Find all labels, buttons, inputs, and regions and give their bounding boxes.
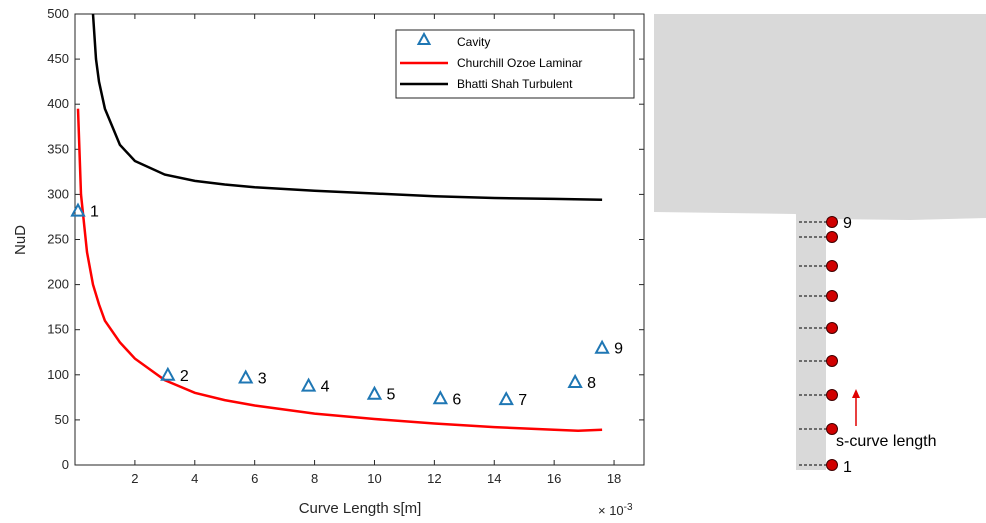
x-tick-label: 2 — [131, 471, 138, 486]
x-axis-scale-label: × 10-3 — [598, 502, 633, 518]
cavity-point-label: 7 — [518, 392, 527, 409]
station-label-bottom: 1 — [843, 459, 852, 476]
y-tick-label: 150 — [47, 322, 69, 337]
cavity-point-label: 2 — [180, 368, 189, 385]
station-dot — [826, 389, 838, 401]
legend: Cavity Churchill Ozoe Laminar Bhatti Sha… — [395, 29, 635, 99]
s-curve-arrow-head — [852, 389, 860, 398]
station-markers — [799, 216, 838, 471]
x-axis-label: Curve Length s[m] — [299, 500, 422, 517]
cavity-point — [160, 366, 176, 381]
y-axis-ticks: 0 50 100 150 200 250 300 350 400 450 500 — [47, 6, 644, 472]
y-tick-label: 100 — [47, 367, 69, 382]
y-tick-label: 450 — [47, 51, 69, 66]
cavity-point — [498, 391, 514, 406]
cavity-point — [432, 390, 449, 405]
y-tick-label: 200 — [47, 277, 69, 292]
y-tick-label: 500 — [47, 6, 69, 21]
x-tick-label: 4 — [191, 471, 198, 486]
station-dot — [826, 260, 838, 272]
cavity-point — [238, 369, 254, 384]
x-tick-label: 8 — [311, 471, 318, 486]
cavity-point-label: 3 — [258, 371, 267, 388]
x-tick-label: 12 — [427, 471, 441, 486]
cavity-point-label: 9 — [614, 341, 623, 358]
x-tick-label: 6 — [251, 471, 258, 486]
y-tick-label: 250 — [47, 232, 69, 247]
laminar-correlation-line — [76, 108, 603, 432]
cavity-point — [300, 377, 317, 392]
y-tick-label: 0 — [62, 457, 69, 472]
upper-domain — [654, 14, 986, 220]
legend-marker-cavity — [416, 31, 432, 45]
y-tick-label: 400 — [47, 96, 69, 111]
cavity-point — [594, 339, 610, 354]
s-curve-label: s-curve length — [836, 433, 937, 450]
cavity-point-label: 8 — [587, 375, 596, 392]
x-axis-ticks: 2 4 6 8 10 12 14 16 18 — [131, 14, 621, 486]
cavity-point-label: 1 — [90, 204, 99, 221]
x-tick-label: 14 — [487, 471, 501, 486]
cavity-point-label: 4 — [321, 379, 330, 396]
cavity-point — [366, 385, 383, 400]
x-tick-label: 10 — [367, 471, 381, 486]
cavity-point — [567, 373, 583, 389]
cavity-point-label: 5 — [386, 387, 395, 404]
y-tick-label: 350 — [47, 141, 69, 156]
cavity-point-label: 6 — [452, 391, 461, 408]
legend-label-laminar: Churchill Ozoe Laminar — [457, 56, 582, 70]
legend-label-cavity: Cavity — [457, 35, 490, 49]
y-tick-label: 50 — [55, 412, 69, 427]
station-dot — [826, 216, 838, 228]
legend-label-turbulent: Bhatti Shah Turbulent — [457, 77, 573, 91]
x-tick-label: 16 — [547, 471, 561, 486]
cavity-channel — [796, 214, 826, 470]
station-dot — [826, 322, 838, 334]
station-dot — [826, 423, 838, 435]
y-tick-label: 300 — [47, 186, 69, 201]
series-layer: 1 2 3 4 5 6 7 8 9 — [70, 13, 623, 432]
station-dot — [826, 355, 838, 367]
y-axis-label: NuD — [12, 225, 29, 255]
cavity-point — [70, 202, 86, 217]
turbulent-correlation-line — [91, 13, 603, 202]
cavity-schematic: 9 1 s-curve length — [654, 14, 986, 476]
station-dot — [826, 231, 838, 243]
station-dot — [826, 290, 838, 302]
station-dot — [826, 459, 838, 471]
station-label-top: 9 — [843, 215, 852, 232]
x-tick-label: 18 — [607, 471, 621, 486]
